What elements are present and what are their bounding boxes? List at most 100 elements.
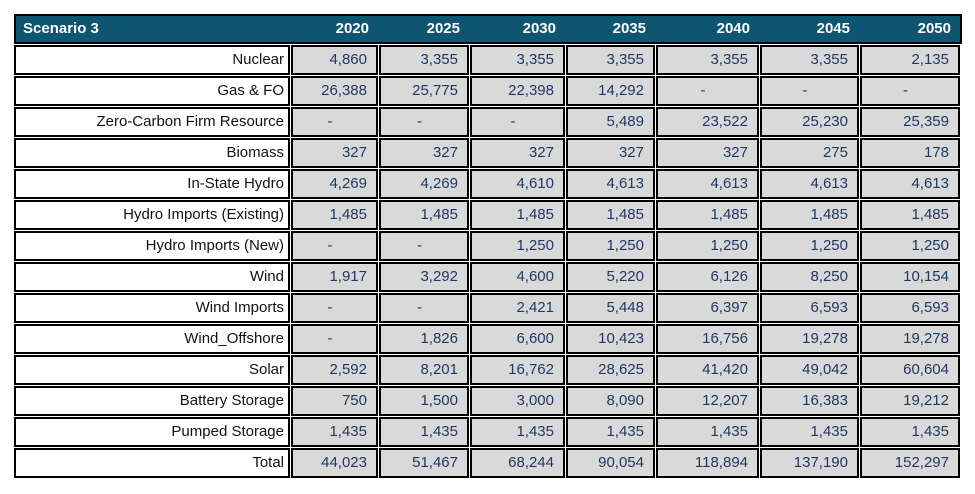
value-cell: - — [760, 76, 859, 106]
value-cell: - — [860, 76, 960, 106]
value-cell: 1,250 — [656, 231, 759, 261]
table-row: Battery Storage 750 1,500 3,000 8,090 12,207 1… — [14, 386, 962, 416]
value-cell: - — [379, 231, 469, 261]
year-header: 2040 — [716, 20, 750, 37]
value-cell: 1,250 — [860, 231, 960, 261]
value-cell: 6,600 — [470, 324, 565, 354]
value-cell: 49,042 — [760, 355, 859, 385]
value-cell: 3,355 — [656, 45, 759, 75]
table-title: Scenario 3 — [23, 20, 99, 37]
row-label: Wind Imports — [14, 293, 290, 323]
value-cell: 1,485 — [379, 200, 469, 230]
value-cell: 1,435 — [760, 417, 859, 447]
value-cell: 327 — [379, 138, 469, 168]
value-cell: 327 — [291, 138, 378, 168]
value-cell: 2,592 — [291, 355, 378, 385]
value-cell: - — [291, 107, 378, 137]
table-row: Pumped Storage 1,435 1,435 1,435 1,435 1,435 1… — [14, 417, 962, 447]
value-cell: 5,220 — [566, 262, 655, 292]
value-cell: - — [291, 293, 378, 323]
value-cell: 4,269 — [291, 169, 378, 199]
value-cell: 5,489 — [566, 107, 655, 137]
value-cell: 25,359 — [860, 107, 960, 137]
value-cell: - — [379, 107, 469, 137]
row-label: Battery Storage — [14, 386, 290, 416]
year-header: 2045 — [816, 20, 850, 37]
row-label: Wind_Offshore — [14, 324, 290, 354]
value-cell: 1,485 — [291, 200, 378, 230]
value-cell: 19,212 — [860, 386, 960, 416]
value-cell: 4,610 — [470, 169, 565, 199]
value-cell: - — [656, 76, 759, 106]
value-cell: 1,250 — [470, 231, 565, 261]
value-cell: 51,467 — [379, 448, 469, 478]
row-label: Hydro Imports (New) — [14, 231, 290, 261]
value-cell: 16,762 — [470, 355, 565, 385]
value-cell: 12,207 — [656, 386, 759, 416]
value-cell: 16,756 — [656, 324, 759, 354]
value-cell: 19,278 — [860, 324, 960, 354]
value-cell: 3,355 — [760, 45, 859, 75]
value-cell: 3,355 — [470, 45, 565, 75]
table-row: Hydro Imports (Existing) 1,485 1,485 1,485 1… — [14, 200, 962, 230]
row-label: Biomass — [14, 138, 290, 168]
value-cell: 8,250 — [760, 262, 859, 292]
value-cell: 750 — [291, 386, 378, 416]
value-cell: - — [470, 107, 565, 137]
value-cell: 4,613 — [656, 169, 759, 199]
value-cell: 25,230 — [760, 107, 859, 137]
value-cell: 1,485 — [760, 200, 859, 230]
table-row: Biomass 327 327 327 327 327 275 178 — [14, 138, 962, 168]
value-cell: 8,201 — [379, 355, 469, 385]
value-cell: 44,023 — [291, 448, 378, 478]
value-cell: 16,383 — [760, 386, 859, 416]
value-cell: 118,894 — [656, 448, 759, 478]
value-cell: 1,435 — [566, 417, 655, 447]
value-cell: 5,448 — [566, 293, 655, 323]
value-cell: 25,775 — [379, 76, 469, 106]
value-cell: 3,355 — [379, 45, 469, 75]
value-cell: 1,435 — [291, 417, 378, 447]
value-cell: 1,435 — [860, 417, 960, 447]
value-cell: 4,613 — [860, 169, 960, 199]
value-cell: 1,500 — [379, 386, 469, 416]
value-cell: 6,126 — [656, 262, 759, 292]
row-label: Solar — [14, 355, 290, 385]
year-header: 2020 — [335, 20, 369, 37]
value-cell: 3,355 — [566, 45, 655, 75]
table-row: Solar 2,592 8,201 16,762 28,625 41,420 49,042 6… — [14, 355, 962, 385]
table-row: Total 44,023 51,467 68,244 90,054 118,894 137,… — [14, 448, 962, 478]
value-cell: 178 — [860, 138, 960, 168]
value-cell: 4,613 — [760, 169, 859, 199]
value-cell: 1,485 — [566, 200, 655, 230]
year-header: 2030 — [522, 20, 556, 37]
table-row: Wind Imports - -2,421 5,448 6,397 6,593 6,593 — [14, 293, 962, 323]
value-cell: 90,054 — [566, 448, 655, 478]
value-cell: 275 — [760, 138, 859, 168]
value-cell: 1,485 — [860, 200, 960, 230]
value-cell: 327 — [470, 138, 565, 168]
value-cell: 1,435 — [470, 417, 565, 447]
year-header: 2035 — [612, 20, 646, 37]
year-header: 2025 — [426, 20, 460, 37]
table-row: Gas & FO 26,388 25,775 22,398 14,292- - - — [14, 76, 962, 106]
value-cell: 22,398 — [470, 76, 565, 106]
value-cell: 1,485 — [656, 200, 759, 230]
value-cell: 1,485 — [470, 200, 565, 230]
table-row: Wind 1,917 3,292 4,600 5,220 6,126 8,250 10,154 — [14, 262, 962, 292]
row-label: Total — [14, 448, 290, 478]
value-cell: 4,600 — [470, 262, 565, 292]
value-cell: 6,593 — [760, 293, 859, 323]
row-label: Zero-Carbon Firm Resource — [14, 107, 290, 137]
row-label: Nuclear — [14, 45, 290, 75]
value-cell: 19,278 — [760, 324, 859, 354]
value-cell: 1,250 — [566, 231, 655, 261]
value-cell: 68,244 — [470, 448, 565, 478]
row-label: In-State Hydro — [14, 169, 290, 199]
value-cell: - — [379, 293, 469, 323]
value-cell: 4,269 — [379, 169, 469, 199]
value-cell: 4,613 — [566, 169, 655, 199]
value-cell: 4,860 — [291, 45, 378, 75]
value-cell: 327 — [566, 138, 655, 168]
table-body: Nuclear 4,860 3,355 3,355 3,355 3,355 3,355 2,1… — [14, 45, 962, 478]
